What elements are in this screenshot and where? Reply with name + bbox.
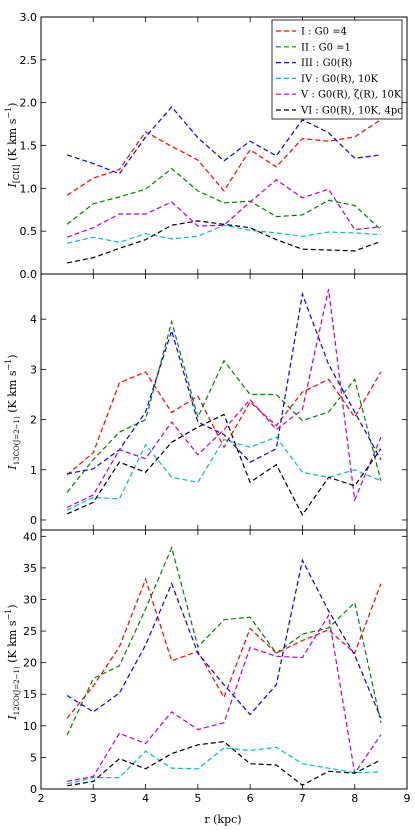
series-line-II bbox=[66, 167, 382, 230]
y-axis-label-13co: I13CO(J=2−1) (K km s−1) bbox=[4, 354, 21, 470]
y-tick-label: 1.0 bbox=[20, 182, 38, 195]
panel-frame bbox=[40, 529, 408, 790]
y-tick-label: 5 bbox=[30, 751, 37, 764]
panel-13co: 0 1 2 3 4 bbox=[30, 273, 408, 531]
y-tick-label: 3.0 bbox=[20, 11, 38, 24]
y-tick-label: 40 bbox=[23, 530, 37, 543]
series-line-I bbox=[66, 119, 382, 196]
y-tick-label: 3 bbox=[30, 363, 37, 376]
y-axis-label-cii: I[CII] (K km s−1) bbox=[4, 103, 21, 189]
panel-12co: 2 3 4 5 6 7 8 9 0 5 10 15 20 25 30 35 40 bbox=[23, 529, 411, 805]
series-line-IV bbox=[66, 436, 382, 511]
legend-entry: III : G0(R) bbox=[301, 58, 352, 69]
series-line-I bbox=[66, 577, 382, 719]
legend-frame bbox=[271, 19, 403, 120]
series-line-I bbox=[66, 371, 382, 476]
panel-cii: 0.0 0.5 1.0 1.5 2.0 2.5 3.0 bbox=[20, 11, 408, 281]
series-line-V bbox=[66, 288, 382, 508]
x-tick-label: 9 bbox=[404, 792, 411, 805]
y-tick-label: 20 bbox=[23, 657, 37, 670]
y-tick-label: 25 bbox=[23, 625, 37, 638]
legend: I : G0 =4 II : G0 =1 III : G0(R) IV : G0(R)… bbox=[271, 19, 403, 120]
y-tick-label: 0.5 bbox=[20, 225, 38, 238]
legend-entry: IV : G0(R), 10K bbox=[301, 74, 379, 85]
x-tick-label: 5 bbox=[194, 792, 201, 805]
x-tick-label: 4 bbox=[142, 792, 149, 805]
series-line-V bbox=[66, 179, 381, 238]
series-line-VI bbox=[66, 413, 382, 517]
y-tick-label: 0 bbox=[30, 514, 37, 527]
series-line-II bbox=[66, 545, 382, 736]
series-line-III bbox=[66, 558, 382, 719]
y-tick-label: 1 bbox=[30, 464, 37, 477]
x-tick-label: 8 bbox=[351, 792, 358, 805]
y-tick-label: 2.0 bbox=[20, 97, 38, 110]
panel-frame bbox=[40, 273, 408, 531]
y-tick-label: 1.5 bbox=[20, 140, 38, 153]
x-axis-label: r (kpc) bbox=[204, 813, 241, 826]
series-line-III bbox=[66, 105, 381, 175]
y-tick-label: 0 bbox=[30, 783, 37, 796]
y-tick-label: 10 bbox=[23, 720, 37, 733]
x-tick-label: 7 bbox=[299, 792, 306, 805]
series-line-IV bbox=[66, 224, 381, 244]
series-line-VI bbox=[66, 220, 382, 264]
y-tick-label: 0.0 bbox=[20, 268, 38, 281]
y-tick-label: 2 bbox=[30, 414, 37, 427]
y-axis-label-12co: I12CO(J=2−1) (K km s−1) bbox=[4, 604, 21, 720]
y-tick-label: 15 bbox=[23, 688, 37, 701]
legend-entry: VI : G0(R), 10K, 4pc bbox=[300, 106, 403, 117]
y-tick-label: 4 bbox=[30, 313, 37, 326]
series-line-IV bbox=[66, 746, 381, 785]
series-line-II bbox=[66, 319, 382, 493]
y-tick-label: 35 bbox=[23, 562, 37, 575]
legend-entry: I : G0 =4 bbox=[301, 27, 347, 38]
y-tick-label: 2.5 bbox=[20, 54, 38, 67]
legend-entry: II : G0 =1 bbox=[301, 42, 351, 53]
x-tick-label: 3 bbox=[90, 792, 97, 805]
y-tick-label: 30 bbox=[23, 593, 37, 606]
series-line-V bbox=[66, 613, 382, 782]
legend-entry: V : G0(R), ζ(R), 10K bbox=[300, 90, 402, 101]
series-line-VI bbox=[67, 740, 382, 787]
x-tick-label: 6 bbox=[247, 792, 254, 805]
x-tick-label: 2 bbox=[38, 792, 45, 805]
